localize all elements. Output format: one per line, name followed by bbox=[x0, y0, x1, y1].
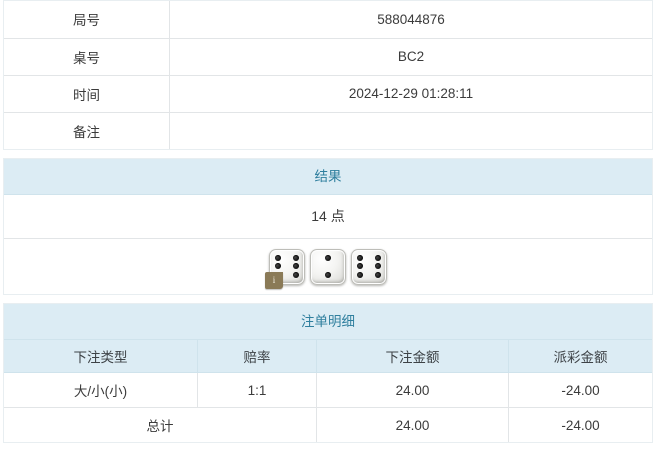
table-row: 备注 bbox=[4, 112, 652, 149]
remark-value bbox=[170, 112, 653, 149]
round-no-value: 588044876 bbox=[169, 1, 652, 39]
info-badge-icon[interactable]: i bbox=[265, 271, 283, 289]
bet-detail-section-header: 注单明细 bbox=[4, 304, 652, 340]
bet-detail-table: 下注类型 赔率 下注金额 派彩金额 大/小(小) 1:1 24.00 -24.0… bbox=[4, 340, 652, 442]
pip bbox=[292, 263, 299, 270]
pip bbox=[374, 272, 381, 279]
cell-total-payout: -24.00 bbox=[561, 417, 600, 433]
time-label: 时间 bbox=[4, 75, 170, 113]
time-value: 2024-12-29 01:28:11 bbox=[169, 75, 652, 113]
cell-odds: 1:1 bbox=[197, 372, 317, 408]
table-no-value: BC2 bbox=[169, 38, 652, 76]
round-info-card: 局号 588044876 桌号 BC2 时间 2024-12-29 01:28:… bbox=[3, 0, 653, 150]
pip bbox=[324, 272, 331, 279]
cell-stake: 24.00 bbox=[316, 372, 509, 408]
pip bbox=[374, 254, 381, 261]
table-row: 局号 588044876 bbox=[4, 1, 652, 39]
die-3 bbox=[351, 248, 387, 285]
result-card: 结果 14 点 i bbox=[3, 158, 653, 295]
pip bbox=[292, 254, 299, 261]
table-header-row: 下注类型 赔率 下注金额 派彩金额 bbox=[4, 340, 652, 373]
table-row: 桌号 BC2 bbox=[4, 38, 652, 76]
cell-payout: -24.00 bbox=[508, 372, 652, 408]
dice-row: i bbox=[4, 239, 652, 294]
pip bbox=[275, 254, 282, 261]
pip bbox=[324, 254, 331, 261]
table-row: 时间 2024-12-29 01:28:11 bbox=[4, 75, 652, 113]
column-header-odds: 赔率 bbox=[197, 340, 317, 373]
column-header-bet-type: 下注类型 bbox=[4, 340, 198, 373]
die-2 bbox=[310, 248, 346, 285]
cell-bet-type: 大/小(小) bbox=[4, 372, 198, 408]
round-no-label: 局号 bbox=[4, 1, 170, 39]
table-total-row: 总计 24.00 -24.00 bbox=[4, 407, 652, 442]
pip bbox=[357, 263, 364, 270]
table-no-label: 桌号 bbox=[4, 38, 170, 76]
die-2-pips bbox=[315, 254, 341, 280]
pip bbox=[275, 263, 282, 270]
die-3-pips bbox=[356, 254, 382, 280]
pip bbox=[292, 272, 299, 279]
cell-total-stake: 24.00 bbox=[316, 407, 509, 442]
result-points-value: 14 点 bbox=[4, 195, 652, 239]
table-row: 大/小(小) 1:1 24.00 -24.00 bbox=[4, 372, 652, 408]
bet-detail-card: 注单明细 下注类型 赔率 下注金额 派彩金额 大/小(小) 1:1 24.00 … bbox=[3, 303, 653, 443]
result-section-header: 结果 bbox=[4, 159, 652, 195]
pip bbox=[357, 272, 364, 279]
pip bbox=[374, 263, 381, 270]
column-header-stake: 下注金额 bbox=[316, 340, 509, 373]
round-info-table: 局号 588044876 桌号 BC2 时间 2024-12-29 01:28:… bbox=[4, 1, 652, 149]
remark-label: 备注 bbox=[4, 112, 170, 149]
die-1: i bbox=[265, 248, 305, 289]
pip bbox=[357, 254, 364, 261]
cell-total-label: 总计 bbox=[4, 407, 317, 442]
column-header-payout: 派彩金额 bbox=[508, 340, 652, 373]
